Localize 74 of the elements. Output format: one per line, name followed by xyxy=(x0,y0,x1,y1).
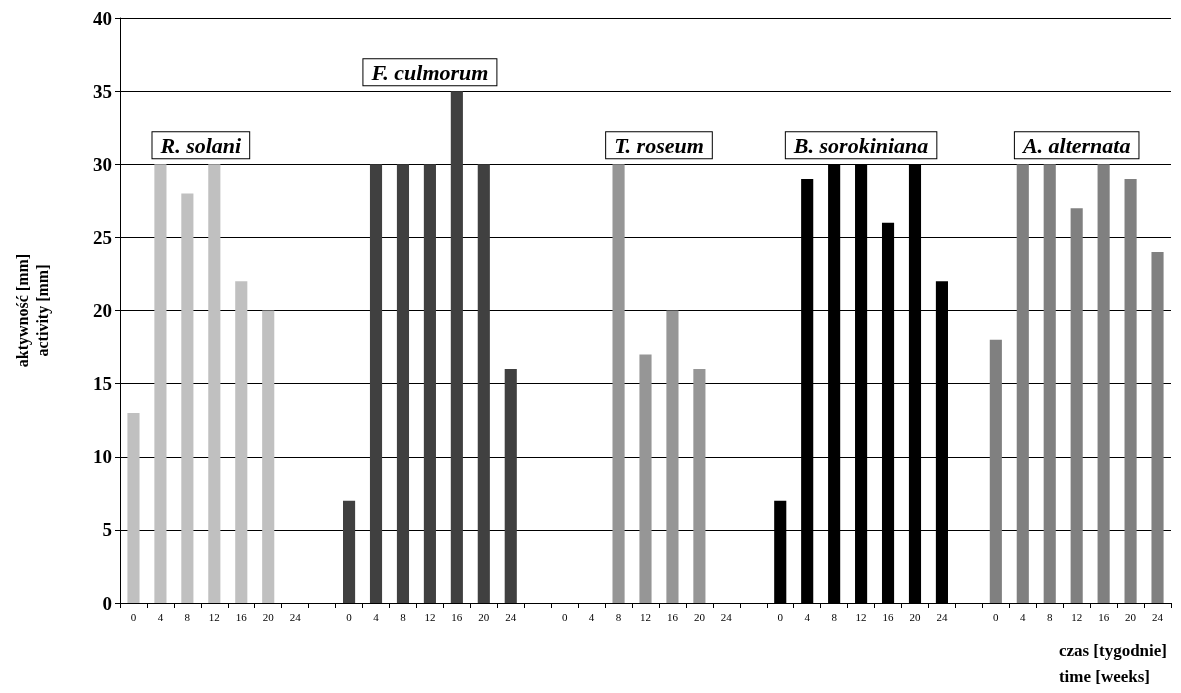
x-tick-label: 0 xyxy=(346,610,353,623)
y-axis-title: aktywność [mm] activity [mm] xyxy=(13,253,52,368)
bar xyxy=(154,164,167,603)
bar xyxy=(423,164,436,603)
bar xyxy=(450,91,463,603)
x-tick-label: 12 xyxy=(640,610,651,623)
bar xyxy=(1070,208,1083,603)
x-axis-title: czas [tygodnie] time [weeks] xyxy=(1058,640,1168,686)
bar xyxy=(477,164,490,603)
y-tick-label: 15 xyxy=(93,373,112,395)
x-tick-label: 4 xyxy=(1020,610,1027,623)
y-tick-label: 40 xyxy=(93,7,112,29)
bar xyxy=(693,369,706,603)
x-tick-label: 8 xyxy=(400,610,407,623)
x-tick-label: 16 xyxy=(1098,610,1110,623)
x-tick-label: 0 xyxy=(130,610,137,623)
x-tick-label: 4 xyxy=(373,610,380,623)
bar xyxy=(208,164,221,603)
bar xyxy=(1124,178,1137,603)
bar xyxy=(181,193,194,603)
x-tick-label: 4 xyxy=(157,610,164,623)
x-tick-label: 12 xyxy=(855,610,867,623)
x-tick-label: 16 xyxy=(451,610,463,623)
y-tick-label: 20 xyxy=(93,300,112,321)
x-tick-label: 20 xyxy=(262,610,275,623)
x-tick-label: 16 xyxy=(882,610,895,623)
x-tick-label: 24 xyxy=(505,610,517,623)
bar xyxy=(343,500,356,603)
bar xyxy=(639,354,652,603)
series-label: A. alternata xyxy=(1020,132,1131,158)
x-tick-label: 24 xyxy=(1152,610,1164,623)
bar xyxy=(235,281,248,603)
bar xyxy=(504,369,517,603)
x-tick-label: 8 xyxy=(615,610,622,623)
y-tick-label: 25 xyxy=(93,226,112,248)
x-tick-label: 12 xyxy=(208,610,220,623)
x-tick-label: 0 xyxy=(993,610,1000,623)
series-label: R. solani xyxy=(159,132,243,158)
x-tick-label: 4 xyxy=(588,610,595,623)
y-tick-label: 30 xyxy=(93,153,112,175)
bar xyxy=(127,412,140,603)
x-tick-label: 8 xyxy=(1046,610,1053,623)
x-tick-label: 16 xyxy=(235,610,248,623)
bar xyxy=(1097,164,1110,603)
x-tick-label: 8 xyxy=(184,610,191,623)
x-tick-label: 20 xyxy=(909,610,921,623)
y-tick-label: 10 xyxy=(93,446,112,468)
x-tick-label: 0 xyxy=(777,610,784,623)
bar xyxy=(262,310,275,603)
series-label: B. sorokiniana xyxy=(792,132,929,158)
x-tick-label: 0 xyxy=(561,610,568,623)
bar xyxy=(666,310,679,603)
x-tick-label: 12 xyxy=(1071,610,1083,623)
bar xyxy=(396,164,410,603)
x-tick-label: 8 xyxy=(831,610,838,623)
x-tick-label: 20 xyxy=(693,610,706,623)
y-tick-label: 5 xyxy=(102,519,112,541)
bar xyxy=(369,164,383,603)
y-tick-label: 35 xyxy=(93,80,112,102)
x-tick-label: 16 xyxy=(666,610,679,623)
series-label: F. culmorum xyxy=(370,59,489,85)
bar xyxy=(612,164,625,603)
bar xyxy=(989,339,1002,603)
bar xyxy=(1043,164,1056,603)
x-tick-label: 24 xyxy=(289,610,302,623)
bar xyxy=(1151,252,1164,603)
x-tick-label: 20 xyxy=(1125,610,1137,623)
x-tick-label: 24 xyxy=(720,610,733,623)
x-tick-label: 20 xyxy=(478,610,490,623)
x-tick-label: 12 xyxy=(424,610,436,623)
x-tick-label: 4 xyxy=(804,610,811,623)
series-label: T. roseum xyxy=(614,132,704,158)
bar xyxy=(1016,164,1029,603)
x-tick-label: 24 xyxy=(936,610,948,623)
